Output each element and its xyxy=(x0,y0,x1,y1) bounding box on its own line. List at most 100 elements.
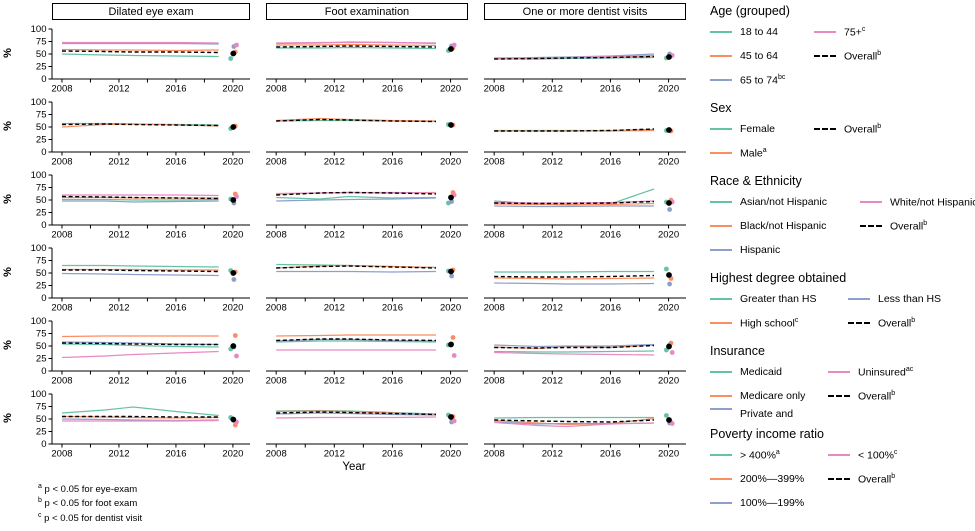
point-2020-overall xyxy=(448,414,454,420)
series-line-75 xyxy=(276,41,437,44)
point-2020-medicare-only xyxy=(232,333,238,338)
series-line-asian-not-hispanic xyxy=(62,198,219,201)
legend-item-400: > 400%a xyxy=(710,443,816,467)
x-tick-label: 2008 xyxy=(266,376,287,387)
y-tick-label: 100 xyxy=(31,389,47,400)
y-tick-label: 75 xyxy=(36,402,47,413)
legend-item-high-school: High schoolc xyxy=(710,311,836,335)
dashed-line-swatch xyxy=(860,225,882,227)
legend-columns: Medicaid Medicare only Private and Uninsure… xyxy=(710,360,973,418)
series-line-200-399 xyxy=(276,410,437,416)
legend-item-male: Malea xyxy=(710,141,802,165)
x-tick-label: 2008 xyxy=(266,230,287,241)
y-axis-title-text: % xyxy=(2,413,14,423)
y-tick-label: 100 xyxy=(31,243,47,254)
legend-item-label: < 100%c xyxy=(858,448,898,462)
facet-row-age-grouped: % 0 25 50 75 100 2008 2012 2016 2020 2008 2012 2016 2… xyxy=(0,23,692,96)
x-tick-label: 2012 xyxy=(108,303,129,314)
legend-column: Medicaid Medicare only Private and xyxy=(710,360,816,418)
point-2020-overall xyxy=(448,194,454,201)
dashed-line-swatch xyxy=(828,478,850,480)
series-line-asian-not-hispanic xyxy=(276,195,437,200)
x-tick-label: 2012 xyxy=(108,157,129,168)
legend-item-18-to-44: 18 to 44 xyxy=(710,20,802,44)
series-line-overall xyxy=(276,411,437,416)
y-tick-label: 75 xyxy=(36,110,47,121)
series-line-high-school xyxy=(494,277,655,280)
series-line-overall xyxy=(276,45,437,48)
x-tick-label: 2008 xyxy=(484,230,505,241)
series-line-100 xyxy=(62,419,219,422)
series-line-private-and xyxy=(494,343,655,348)
legend-columns: Asian/not Hispanic Black/not Hispanic Hisp… xyxy=(710,190,975,262)
point-2020-overall xyxy=(230,270,237,276)
legend-column: > 400%a 200%—399% 100%—199% xyxy=(710,443,816,515)
legend-column: 18 to 44 45 to 64 65 to 74bc xyxy=(710,20,802,92)
legend-item-75: 75+c xyxy=(814,20,881,44)
panel-poverty-income-ratio-foot-examination: 2008 2012 2016 2020 xyxy=(266,409,468,460)
y-tick-label: 25 xyxy=(36,281,47,292)
x-tick-label: 2020 xyxy=(440,84,461,95)
series-line-overall xyxy=(61,195,219,200)
x-tick-label: 2020 xyxy=(440,303,461,314)
x-tick-label: 2016 xyxy=(382,303,403,314)
point-2020-overall xyxy=(448,268,454,275)
series-line-45-to-64 xyxy=(276,43,437,47)
legend-item-label: 100%—199% xyxy=(740,497,805,509)
x-tick-label: 2016 xyxy=(600,230,621,241)
y-tick-label: 100 xyxy=(31,170,47,181)
x-tick-label: 2012 xyxy=(542,230,563,241)
x-tick-label: 2016 xyxy=(382,230,403,241)
legend-item-label: Private and xyxy=(740,408,794,418)
legend-item-label: 65 to 74bc xyxy=(740,73,786,87)
point-2020-100 xyxy=(451,418,457,424)
x-tick-label: 2020 xyxy=(222,230,243,241)
line-swatch xyxy=(710,478,732,480)
point-2020-uninsured xyxy=(451,353,457,358)
y-tick-label: 25 xyxy=(36,354,47,365)
legend-item-100: < 100%c xyxy=(828,443,897,467)
line-swatch xyxy=(710,408,732,410)
legend-item-hispanic: Hispanic xyxy=(710,238,848,262)
panel-sex-one-or-more-dentist-visits: 2008 2012 2016 2020 xyxy=(484,127,686,168)
x-tick-label: 2020 xyxy=(222,84,243,95)
legend-item-label: Medicaid xyxy=(740,366,783,378)
legend-item-label: Less than HS xyxy=(878,293,942,305)
legend-title-highest-degree-obtained: Highest degree obtained xyxy=(710,271,847,285)
panel-header-dilated-eye-exam: Dilated eye exam xyxy=(52,3,250,20)
point-2020-overall xyxy=(666,127,672,133)
legend-item-label: White/not Hispanicc xyxy=(890,196,975,209)
legend-item-uninsured: Uninsuredac xyxy=(828,360,913,384)
legend-column: Less than HS Overallb xyxy=(848,287,941,335)
y-tick-label: 75 xyxy=(36,256,47,267)
facet-row-highest-degree-obtained: % 0 25 50 75 100 2008 2012 2016 2020 2008 2012 2016 2… xyxy=(0,242,692,315)
x-tick-label: 2008 xyxy=(484,303,505,314)
series-line-medicare-only xyxy=(61,335,219,338)
legend-item-label: Hispanic xyxy=(740,244,781,256)
facet-row-race-ethnicity: % 0 25 50 75 100 2008 2012 2016 2020 2008 2012 2016 2… xyxy=(0,169,692,242)
point-2020-less-than-hs xyxy=(667,281,672,287)
x-tick-label: 2008 xyxy=(51,449,72,460)
point-2020-100 xyxy=(669,421,675,426)
facet-row-poverty-income-ratio: % 0 25 50 75 100 2008 2012 2016 2020 2008 2012 2016 2… xyxy=(0,388,692,461)
plot-grid: Dilated eye exam Foot examination One or m… xyxy=(0,3,692,524)
series-line-medicaid xyxy=(276,340,437,343)
legend-column: 75+c Overallb xyxy=(814,20,881,92)
series-line-100-199 xyxy=(276,412,437,416)
series-line-less-than-hs xyxy=(276,270,437,273)
panel-age-grouped-foot-examination: 2008 2012 2016 2020 xyxy=(266,41,468,95)
x-tick-label: 2016 xyxy=(600,157,621,168)
point-2020-400 xyxy=(664,413,669,418)
x-tick-label: 2020 xyxy=(440,376,461,387)
facet-rows: % 0 25 50 75 100 2008 2012 2016 2020 2008 2012 2016 2… xyxy=(0,23,692,461)
legend-item-black-not-hispanic: Black/not Hispanic xyxy=(710,214,848,238)
dashed-line-swatch xyxy=(814,55,836,57)
series-line-hispanic xyxy=(494,205,654,208)
x-tick-label: 2008 xyxy=(51,230,72,241)
y-tick-label: 0 xyxy=(41,439,46,450)
point-2020-hispanic xyxy=(667,207,672,212)
series-line-overall xyxy=(276,265,437,269)
legend-column: Overallb xyxy=(814,117,881,165)
